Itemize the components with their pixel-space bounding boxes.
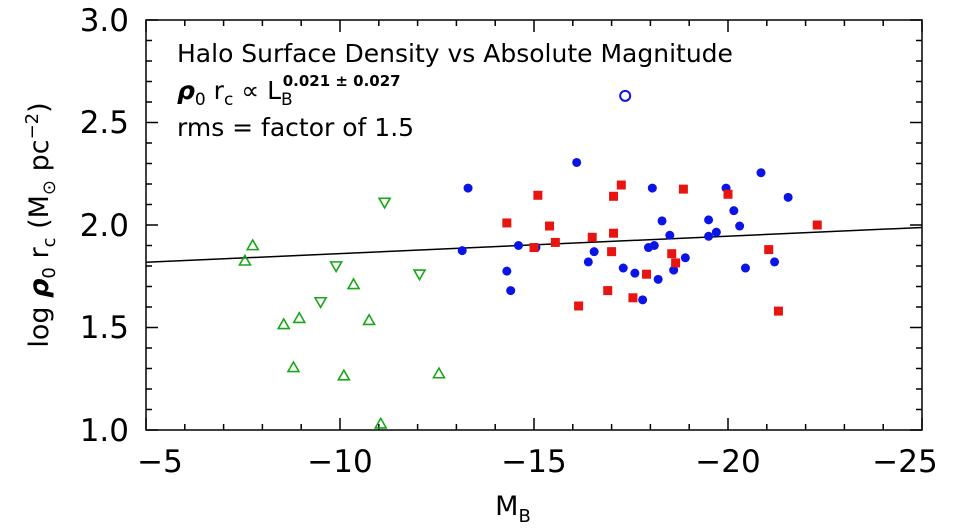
x-tick-label: −25	[872, 444, 937, 480]
data-point	[704, 215, 714, 225]
x-tick-labels: −5 −10 −15 −20 −25	[137, 444, 938, 480]
data-point	[502, 218, 512, 228]
data-point	[653, 274, 663, 284]
data-point	[678, 184, 688, 194]
data-point	[783, 192, 793, 202]
data-point	[506, 286, 516, 296]
y-tick-labels: 1.0 1.5 2.0 2.5 3.0	[80, 3, 129, 449]
data-point	[607, 247, 617, 257]
data-point	[642, 269, 652, 279]
data-point	[723, 189, 733, 199]
data-point	[589, 247, 599, 257]
data-point	[647, 183, 657, 193]
data-point	[313, 296, 328, 309]
data-point	[412, 269, 427, 282]
data-point	[373, 416, 388, 429]
data-point	[770, 257, 780, 267]
data-point	[609, 191, 619, 201]
y-axis-label: log ρ0 rc (M⊙ pc−2)	[22, 102, 60, 347]
data-point	[603, 286, 613, 296]
data-point	[513, 241, 523, 250]
data-point	[292, 311, 307, 324]
data-point	[628, 293, 638, 303]
y-tick-label: 1.5	[80, 310, 129, 346]
axis-ticks	[145, 19, 923, 431]
data-point	[665, 230, 675, 240]
y-tick-label: 1.0	[80, 413, 129, 449]
x-tick-label: −20	[695, 444, 760, 480]
data-point	[286, 360, 301, 373]
x-tick-label: −15	[501, 444, 566, 480]
data-point	[432, 366, 446, 379]
annotation-relation: ρ0 rc ∝ LB0.021 ± 0.027	[177, 72, 401, 110]
data-point	[812, 220, 822, 230]
annotation-title: Halo Surface Density vs Absolute Magnitu…	[177, 39, 733, 68]
data-point	[377, 197, 392, 210]
y-tick-label: 3.0	[80, 3, 129, 39]
data-point	[572, 157, 582, 167]
y-tick-label: 2.5	[80, 105, 129, 141]
data-point	[545, 221, 555, 231]
data-point	[773, 306, 783, 316]
data-point	[583, 257, 593, 267]
x-tick-label: −5	[137, 444, 183, 480]
data-point	[619, 89, 632, 102]
data-point	[362, 313, 376, 326]
data-point	[574, 301, 584, 311]
data-point	[533, 190, 543, 200]
data-point	[667, 249, 677, 259]
data-point	[671, 258, 681, 268]
annotation-rms: rms = factor of 1.5	[177, 113, 414, 142]
data-point	[238, 253, 252, 266]
data-point	[735, 221, 745, 231]
data-point	[276, 317, 291, 330]
data-point	[630, 268, 640, 278]
data-point	[649, 241, 659, 250]
data-point	[463, 183, 473, 193]
data-points	[238, 89, 822, 429]
data-point	[550, 237, 560, 247]
data-point	[346, 277, 361, 290]
data-point	[529, 243, 539, 253]
data-point	[245, 238, 260, 251]
data-point	[711, 227, 721, 237]
data-point	[740, 263, 750, 273]
data-point	[609, 228, 619, 238]
data-point	[729, 206, 739, 216]
data-point	[616, 180, 626, 190]
data-point	[764, 245, 774, 255]
data-point	[657, 216, 667, 226]
y-tick-label: 2.0	[80, 208, 129, 244]
data-point	[502, 266, 512, 276]
data-point	[638, 295, 648, 305]
data-point	[587, 232, 597, 242]
data-point	[457, 246, 467, 256]
data-point	[704, 231, 714, 241]
x-axis-label: MB	[495, 491, 531, 527]
data-point	[337, 368, 351, 381]
data-point	[680, 253, 690, 263]
data-point	[669, 265, 679, 275]
x-tick-label: −10	[307, 444, 372, 480]
data-point	[618, 263, 628, 273]
data-point	[756, 168, 766, 178]
data-point	[329, 261, 343, 274]
